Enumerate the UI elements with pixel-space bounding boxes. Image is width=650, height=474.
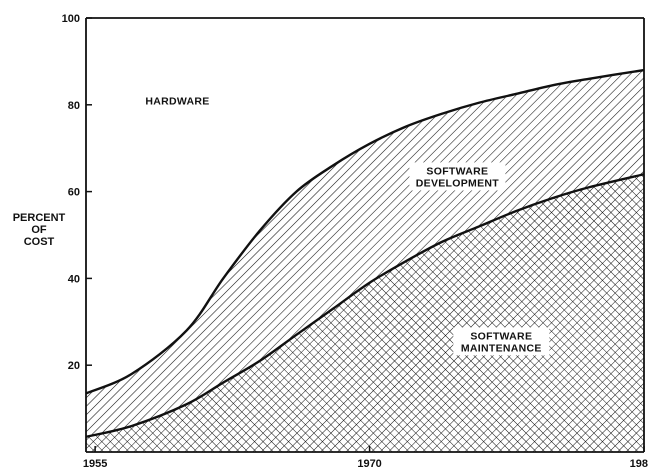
- y-tick-label-2: 60: [68, 187, 80, 199]
- region-label-1-0: SOFTWARE: [426, 165, 488, 177]
- labels-layer: PERCENTOFCOSTHARDWARESOFTWAREDEVELOPMENT…: [13, 95, 550, 356]
- y-axis-label-line-0: PERCENT: [13, 212, 66, 224]
- region-label-bg-2: [453, 327, 550, 356]
- y-tick-label-1: 40: [68, 273, 80, 285]
- y-axis-label-line-2: COST: [24, 236, 55, 248]
- region-label-bg-1: [409, 162, 506, 191]
- y-tick-label-0: 20: [68, 360, 80, 372]
- region-label-2-0: SOFTWARE: [470, 330, 532, 342]
- x-tick-label-2: 198: [630, 458, 648, 469]
- region-label-2-1: MAINTENANCE: [461, 342, 542, 354]
- x-tick-label-0: 1955: [83, 458, 107, 469]
- region-label-0-0: HARDWARE: [145, 95, 209, 107]
- y-tick-label-4: 100: [62, 13, 80, 25]
- axes-layer: 20 40 60 80 100 1955 1970 198: [62, 13, 648, 470]
- boundary-hardware-software: [85, 68, 645, 395]
- y-axis-label-line-1: OF: [31, 224, 47, 236]
- region-software-development: [86, 70, 644, 437]
- regions-layer: [86, 70, 644, 453]
- y-tick-label-3: 80: [68, 100, 80, 112]
- x-tick-label-1: 1970: [357, 458, 381, 469]
- boundary-development-maintenance: [85, 173, 645, 438]
- region-label-1-1: DEVELOPMENT: [416, 177, 500, 189]
- boundaries-layer: [85, 68, 645, 438]
